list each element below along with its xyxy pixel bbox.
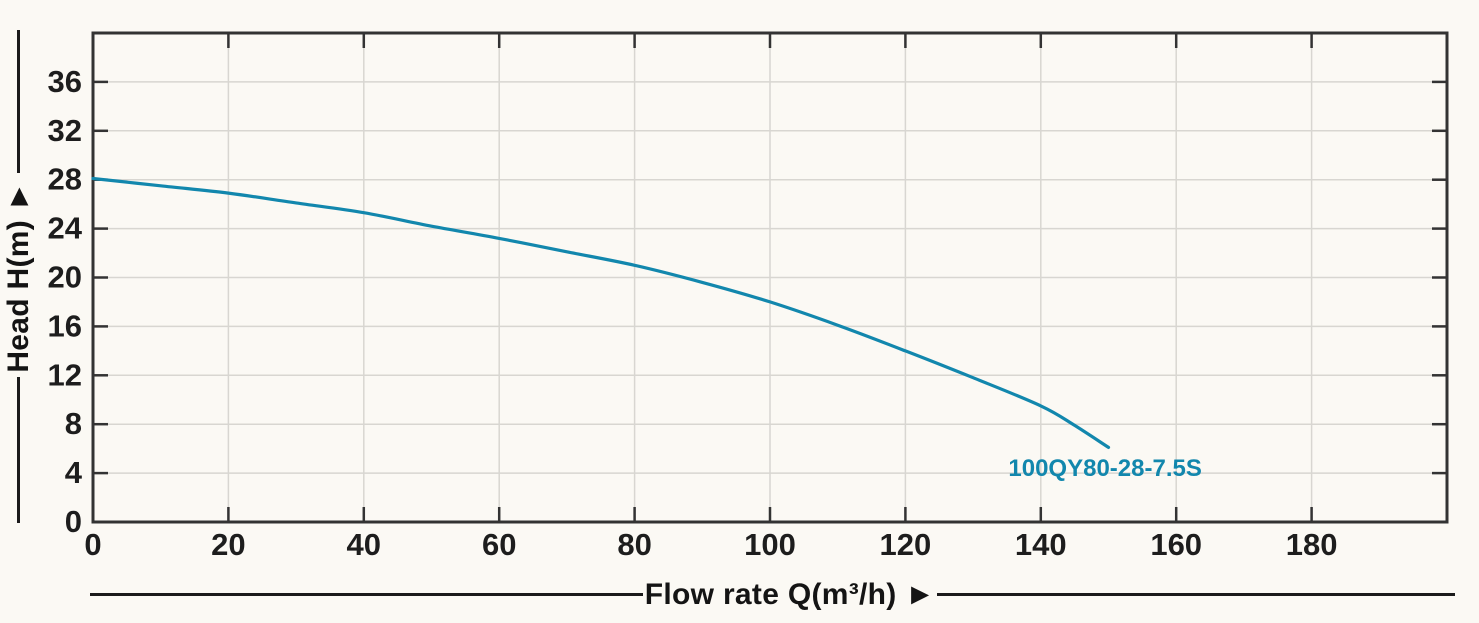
x-tick-label: 120	[880, 527, 932, 562]
y-tick-label: 24	[48, 211, 83, 246]
x-tick-label: 140	[1015, 527, 1067, 562]
x-tick-labels: 0 20 40 60 80 100 120 140 160 180	[84, 527, 1337, 562]
x-tick-label: 160	[1150, 527, 1202, 562]
x-tick-label: 100	[744, 527, 796, 562]
y-tick-label: 20	[48, 260, 82, 295]
y-tick-label: 28	[48, 162, 82, 197]
gridlines	[93, 33, 1447, 522]
y-tick-label: 8	[65, 406, 82, 441]
y-tick-label: 12	[48, 357, 82, 392]
y-axis-decoration-line-top	[17, 30, 20, 173]
x-tick-label: 180	[1286, 527, 1338, 562]
x-axis-decoration-line-right	[937, 593, 1455, 596]
curve-label: 100QY80-28-7.5S	[1008, 455, 1201, 482]
tick-marks	[94, 34, 1446, 521]
x-tick-label: 60	[482, 527, 516, 562]
y-tick-label: 32	[48, 113, 82, 148]
x-tick-label: 40	[347, 527, 381, 562]
x-tick-label: 20	[211, 527, 245, 562]
x-axis-title: Flow rate Q(m³/h) ►	[644, 578, 936, 611]
y-axis-decoration-line-bottom	[17, 377, 20, 523]
y-tick-label: 36	[48, 64, 82, 99]
x-axis-decoration-line-left	[90, 593, 643, 596]
y-axis-title: Head H(m) ►	[2, 181, 35, 373]
y-tick-labels: 0 4 8 12 16 20 24 28 32 36	[48, 64, 83, 539]
y-tick-label: 4	[65, 455, 83, 490]
y-tick-label: 16	[48, 308, 82, 343]
plot-border	[91, 31, 1449, 524]
y-tick-label: 0	[65, 504, 82, 539]
x-tick-label: 80	[617, 527, 651, 562]
performance-curve	[91, 176, 1111, 449]
x-tick-label: 0	[84, 527, 101, 562]
